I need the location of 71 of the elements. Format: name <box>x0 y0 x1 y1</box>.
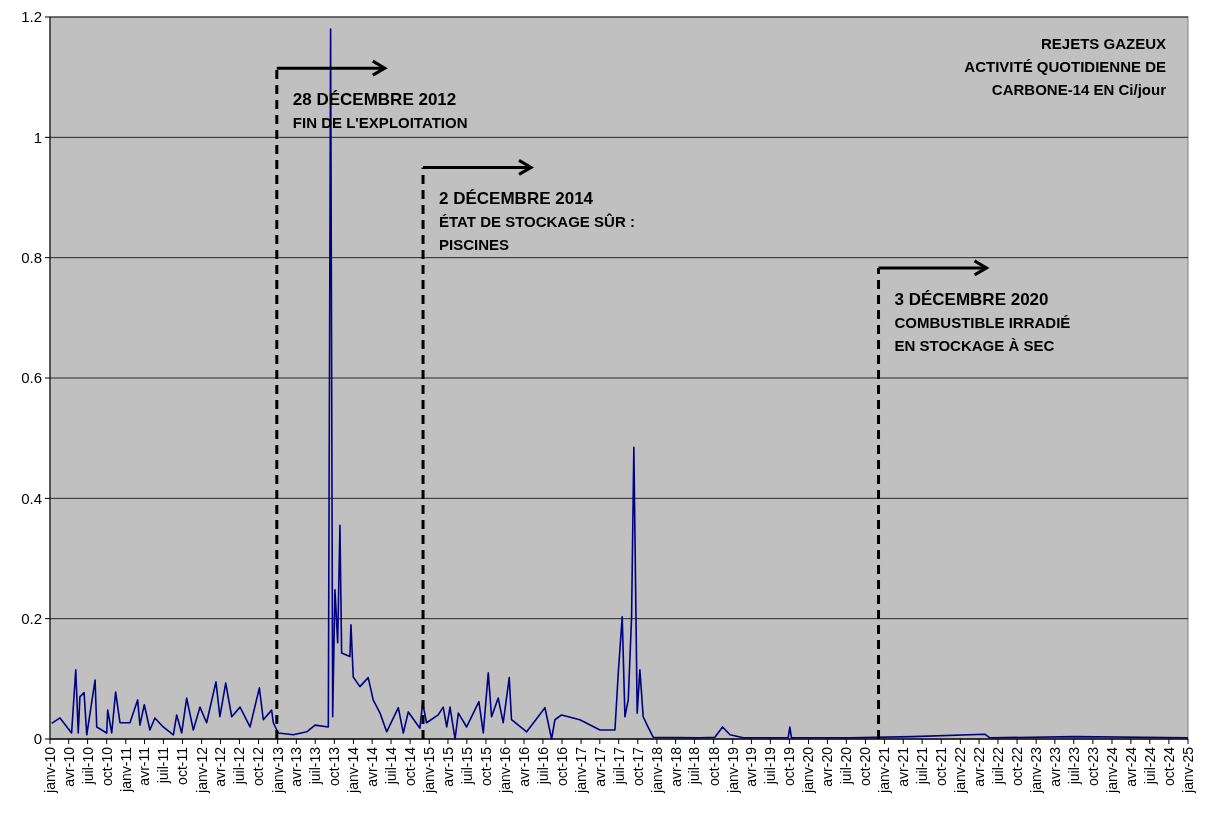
x-tick-label: janv-19 <box>724 746 741 794</box>
x-tick-label: janv-24 <box>1103 746 1120 794</box>
x-tick-label: juil-24 <box>1141 746 1158 786</box>
x-tick-label: juil-13 <box>307 746 324 786</box>
x-tick-label: janv-17 <box>572 746 589 794</box>
x-tick-label: juil-21 <box>914 746 931 786</box>
x-tick-label: avr-18 <box>667 746 684 787</box>
x-tick-label: juil-16 <box>534 746 551 786</box>
y-tick-label: 1.2 <box>21 8 42 26</box>
y-tick-label: 0.8 <box>21 248 42 266</box>
x-tick-label: juil-15 <box>458 746 475 786</box>
x-tick-label: janv-14 <box>345 746 362 794</box>
x-tick-label: juil-12 <box>231 746 248 786</box>
x-tick-label: avr-16 <box>515 746 532 787</box>
x-tick-label: janv-10 <box>41 746 58 794</box>
x-tick-label: avr-12 <box>212 746 229 787</box>
x-tick-label: janv-11 <box>117 746 134 793</box>
x-tick-label: avr-15 <box>439 746 456 787</box>
x-tick-label: oct-14 <box>402 746 419 786</box>
x-tick-label: oct-12 <box>250 746 267 786</box>
x-tick-label: oct-22 <box>1008 746 1025 786</box>
x-tick-label: juil-14 <box>382 746 399 786</box>
x-tick-label: oct-21 <box>933 746 950 786</box>
x-tick-label: janv-22 <box>952 746 969 794</box>
y-tick-label: 1 <box>33 128 42 146</box>
x-tick-label: oct-16 <box>553 746 570 786</box>
x-tick-label: juil-22 <box>989 746 1006 786</box>
x-tick-label: juil-10 <box>79 746 96 786</box>
x-tick-label: janv-13 <box>269 746 286 794</box>
x-tick-label: oct-24 <box>1160 746 1177 786</box>
x-tick-label: avr-24 <box>1122 746 1139 787</box>
x-tick-label: janv-16 <box>496 746 513 794</box>
x-tick-label: janv-15 <box>421 746 438 794</box>
x-tick-label: oct-15 <box>477 746 494 786</box>
y-tick-label: 0 <box>33 730 42 748</box>
x-tick-label: juil-19 <box>762 746 779 786</box>
x-tick-label: oct-23 <box>1084 746 1101 786</box>
x-tick-label: oct-18 <box>705 746 722 786</box>
x-tick-label: juil-18 <box>686 746 703 786</box>
x-tick-label: oct-20 <box>857 746 874 786</box>
x-tick-label: janv-20 <box>800 746 817 794</box>
x-tick-label: avr-20 <box>819 746 836 787</box>
x-tick-label: avr-23 <box>1046 746 1063 787</box>
x-tick-label: oct-19 <box>781 746 798 786</box>
x-tick-label: avr-11 <box>136 746 153 786</box>
x-tick-label: oct-10 <box>98 746 115 786</box>
x-tick-label: oct-17 <box>629 746 646 786</box>
y-tick-label: 0.6 <box>21 369 42 387</box>
x-tick-label: juil-20 <box>838 746 855 786</box>
x-tick-label: avr-21 <box>895 746 912 787</box>
x-tick-label: oct-11 <box>174 746 191 785</box>
x-tick-label: avr-14 <box>364 746 381 787</box>
x-tick-label: avr-10 <box>60 746 77 787</box>
text: REJETS GAZEUX ACTIVITÉ QUOTIDIENNE DE CARBONE-14 EN Ci/jour <box>964 35 1167 98</box>
y-tick-label: 0.4 <box>21 489 42 507</box>
x-tick-label: janv-12 <box>193 746 210 794</box>
x-tick-label: janv-18 <box>648 746 665 794</box>
x-tick-label: janv-21 <box>876 746 893 794</box>
annotation: 2 DÉCEMBRE 2014 ÉTAT DE STOCKAGE SÛR : PISCINES <box>439 189 635 254</box>
x-tick-label: juil-17 <box>610 746 627 786</box>
x-tick-label: janv-25 <box>1179 746 1196 794</box>
x-tick-label: oct-13 <box>326 746 343 786</box>
x-tick-label: juil-11 <box>155 746 172 785</box>
x-tick-label: avr-19 <box>743 746 760 787</box>
x-tick-label: juil-23 <box>1065 746 1082 786</box>
x-tick-label: janv-23 <box>1028 746 1045 794</box>
x-tick-label: avr-22 <box>970 746 987 787</box>
x-tick-label: avr-17 <box>591 746 608 787</box>
annotation: 3 DÉCEMBRE 2020 COMBUSTIBLE IRRADIÉ EN STOCKAGE À SEC <box>894 289 1071 354</box>
x-tick-label: avr-13 <box>288 746 305 787</box>
y-tick-label: 0.2 <box>21 609 42 627</box>
